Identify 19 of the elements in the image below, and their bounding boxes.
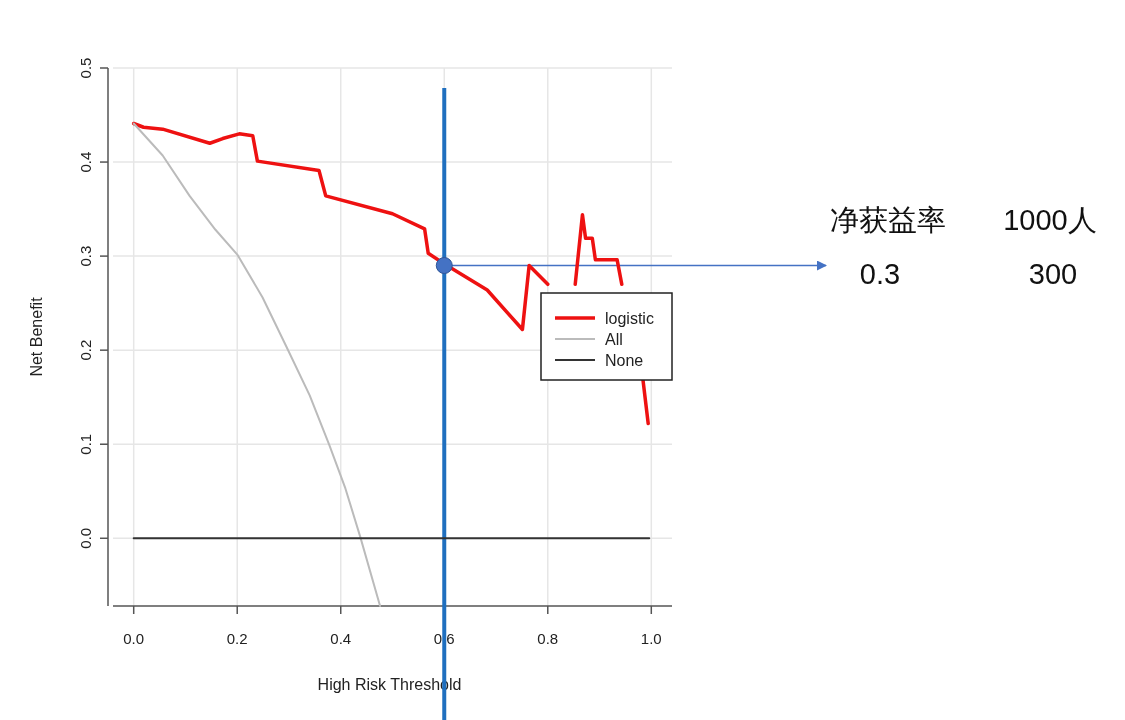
y-tick-label: 0.4 <box>77 151 94 173</box>
text: 300 <box>1028 258 1078 290</box>
y-tick-label: 0.3 <box>77 245 94 267</box>
x-tick-label: 0.2 <box>226 630 248 647</box>
legend-label: All <box>605 331 623 348</box>
annotation: 0.3 <box>859 258 901 290</box>
y-tick-label: 0.0 <box>77 527 94 549</box>
text: 1000人 <box>1003 204 1097 236</box>
legend-label: None <box>605 352 644 369</box>
x-tick-label: 0.0 <box>123 630 145 647</box>
x-tick-label: 0.8 <box>537 630 559 647</box>
y-tick-label: 0.1 <box>77 433 94 455</box>
y-tick-label: 0.5 <box>77 57 94 79</box>
x-tick-label: 0.4 <box>330 630 352 647</box>
text: 净获益率 <box>830 204 946 236</box>
legend-label: logistic <box>605 310 654 327</box>
y-axis-title: Net Benefit <box>28 296 45 377</box>
y-tick-label: 0.2 <box>77 339 94 361</box>
x-tick-label: 1.0 <box>640 630 662 647</box>
